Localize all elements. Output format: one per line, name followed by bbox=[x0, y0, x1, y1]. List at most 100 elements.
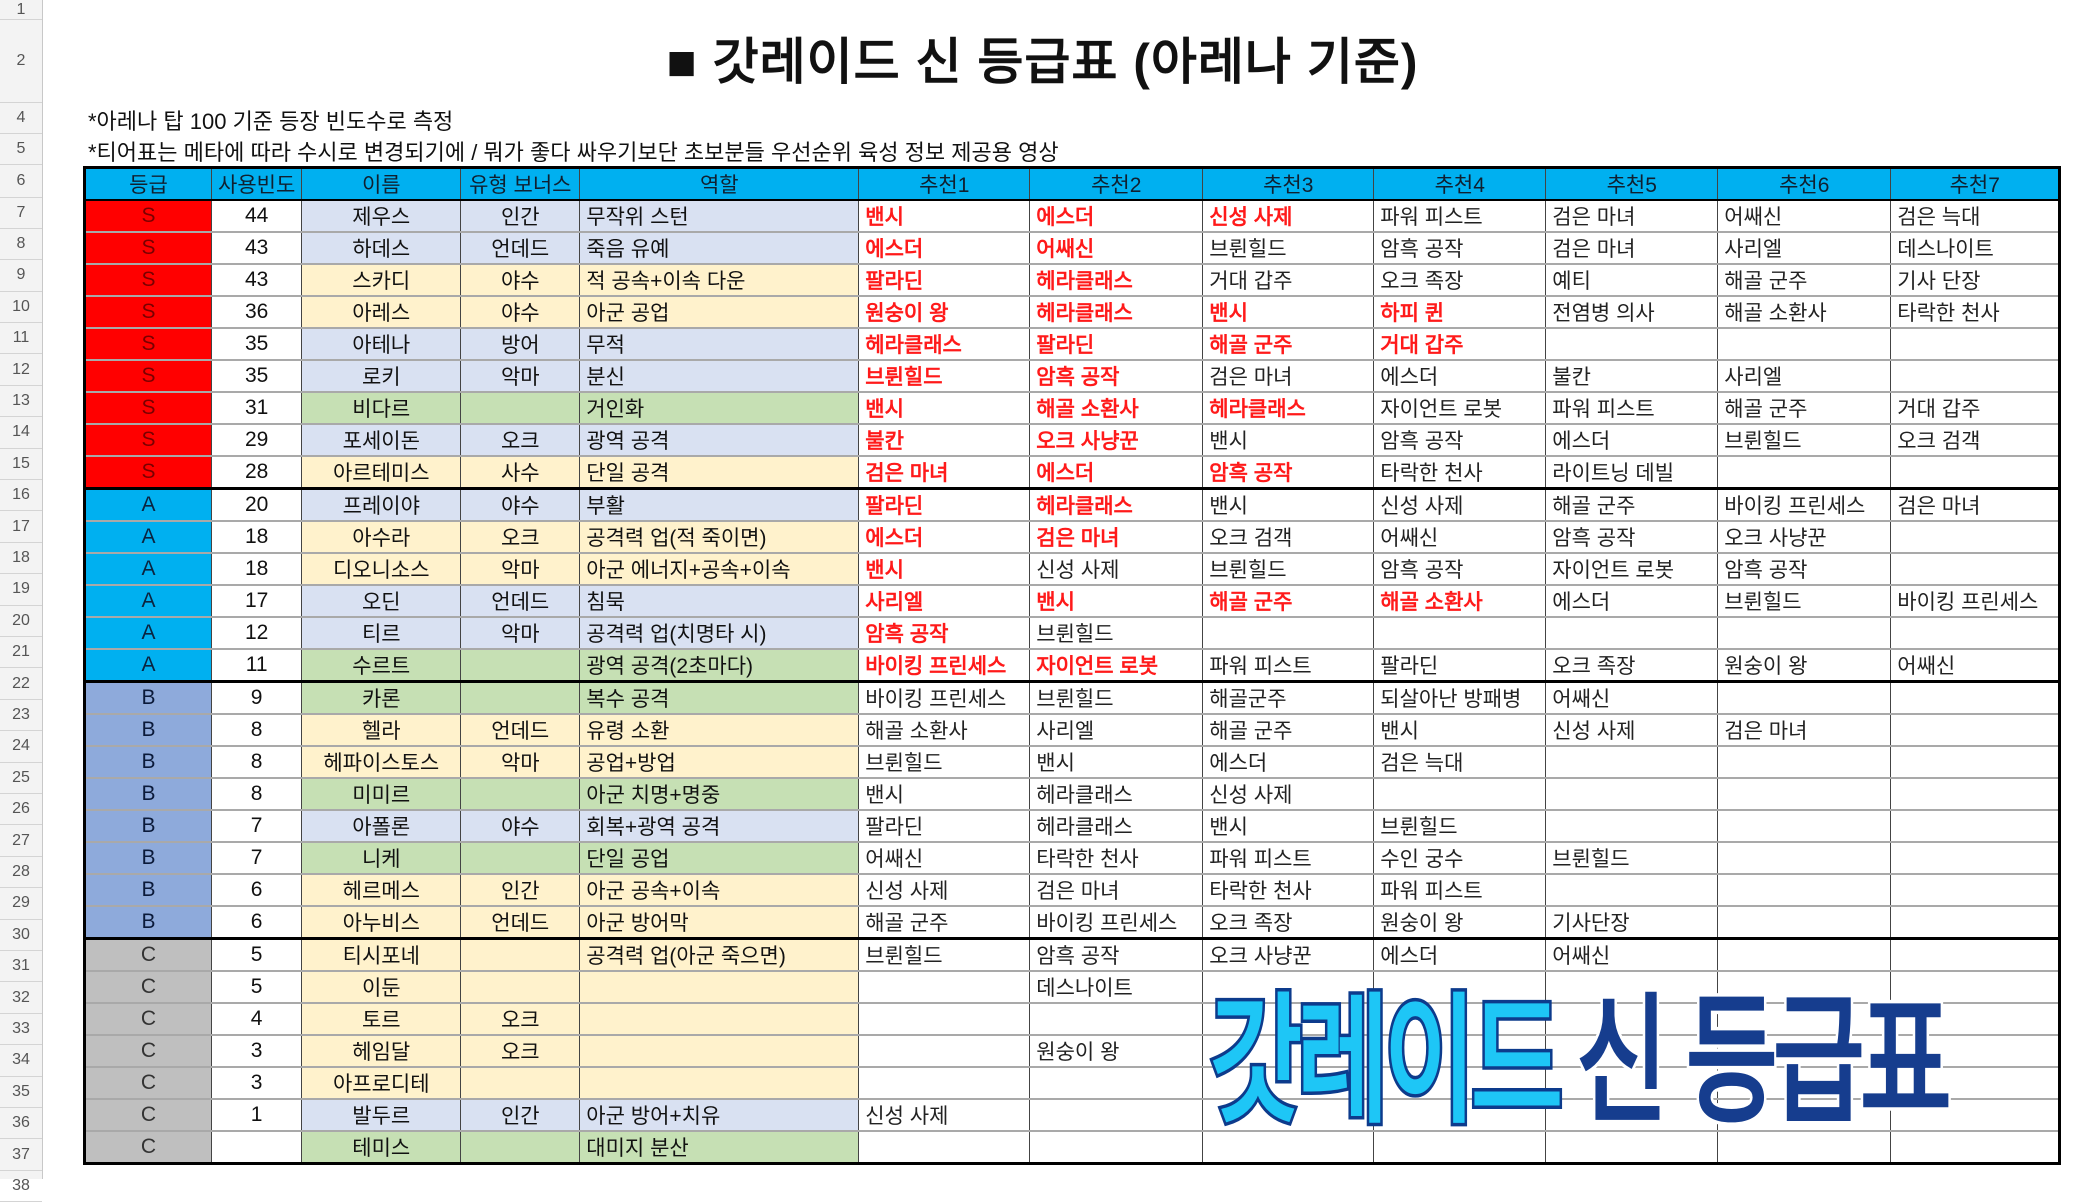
recommendation-cell[interactable] bbox=[1890, 1066, 2061, 1100]
recommendation-cell[interactable] bbox=[1717, 745, 1892, 779]
recommendation-cell[interactable] bbox=[1890, 616, 2061, 650]
recommendation-cell[interactable]: 해골 소환사 bbox=[1717, 295, 1892, 329]
recommendation-cell[interactable]: 바이킹 프린세스 bbox=[1890, 584, 2061, 618]
recommendation-cell[interactable] bbox=[1890, 713, 2061, 747]
column-header[interactable]: 이름 bbox=[301, 166, 462, 201]
role-cell[interactable]: 부활 bbox=[579, 487, 860, 522]
frequency-cell[interactable]: 8 bbox=[210, 777, 303, 811]
recommendation-cell[interactable]: 팔라딘 bbox=[858, 263, 1031, 297]
grade-cell[interactable]: A bbox=[84, 616, 212, 650]
recommendation-cell[interactable]: 오크 검객 bbox=[1890, 423, 2061, 457]
recommendation-cell[interactable]: 브륀힐드 bbox=[1029, 680, 1204, 715]
recommendation-cell[interactable]: 원숭이 왕 bbox=[1373, 905, 1547, 940]
recommendation-cell[interactable]: 파워 피스트 bbox=[1373, 873, 1547, 907]
recommendation-cell[interactable]: 사리엘 bbox=[1717, 359, 1892, 393]
frequency-cell[interactable]: 31 bbox=[210, 391, 303, 425]
name-cell[interactable]: 이둔 bbox=[301, 970, 462, 1004]
recommendation-cell[interactable] bbox=[1717, 455, 1892, 490]
role-cell[interactable]: 무작위 스턴 bbox=[579, 199, 860, 233]
recommendation-cell[interactable] bbox=[858, 1002, 1031, 1036]
recommendation-cell[interactable] bbox=[1717, 905, 1892, 940]
frequency-cell[interactable]: 8 bbox=[210, 745, 303, 779]
recommendation-cell[interactable]: 되살아난 방패병 bbox=[1373, 680, 1547, 715]
recommendation-cell[interactable]: 어쌔신 bbox=[1890, 648, 2061, 683]
row-number[interactable]: 25 bbox=[0, 763, 42, 795]
recommendation-cell[interactable]: 오크 사냥꾼 bbox=[1029, 423, 1204, 457]
recommendation-cell[interactable]: 신성 사제 bbox=[1373, 487, 1547, 522]
recommendation-cell[interactable]: 해골 군주 bbox=[858, 905, 1031, 940]
recommendation-cell[interactable]: 밴시 bbox=[1029, 584, 1204, 618]
grade-cell[interactable]: S bbox=[84, 295, 212, 329]
grade-cell[interactable]: A bbox=[84, 584, 212, 618]
recommendation-cell[interactable]: 에스더 bbox=[1545, 423, 1719, 457]
row-number[interactable]: 23 bbox=[0, 700, 42, 732]
recommendation-cell[interactable]: 오크 족장 bbox=[1373, 263, 1547, 297]
recommendation-cell[interactable]: 파워 피스트 bbox=[1202, 648, 1375, 683]
role-cell[interactable]: 아군 방어막 bbox=[579, 905, 860, 940]
role-cell[interactable]: 공격력 업(아군 죽으면) bbox=[579, 937, 860, 972]
recommendation-cell[interactable] bbox=[1890, 970, 2061, 1004]
column-header[interactable]: 등급 bbox=[84, 166, 212, 201]
grade-cell[interactable]: S bbox=[84, 199, 212, 233]
frequency-cell[interactable]: 43 bbox=[210, 263, 303, 297]
recommendation-cell[interactable] bbox=[1545, 1130, 1719, 1165]
recommendation-cell[interactable] bbox=[1890, 1098, 2061, 1132]
recommendation-cell[interactable]: 암흑 공작 bbox=[1717, 552, 1892, 586]
recommendation-cell[interactable]: 브륀힐드 bbox=[1029, 616, 1204, 650]
role-cell[interactable]: 대미지 분산 bbox=[579, 1130, 860, 1165]
frequency-cell[interactable]: 3 bbox=[210, 1034, 303, 1068]
type-bonus-cell[interactable]: 오크 bbox=[460, 423, 581, 457]
row-number[interactable]: 4 bbox=[0, 103, 42, 134]
recommendation-cell[interactable]: 원숭이 왕 bbox=[1717, 648, 1892, 683]
recommendation-cell[interactable]: 거대 갑주 bbox=[1373, 327, 1547, 361]
grade-cell[interactable]: C bbox=[84, 1130, 212, 1165]
recommendation-cell[interactable] bbox=[1545, 745, 1719, 779]
grade-cell[interactable]: C bbox=[84, 1098, 212, 1132]
recommendation-cell[interactable]: 해골 군주 bbox=[1717, 263, 1892, 297]
recommendation-cell[interactable] bbox=[1890, 1002, 2061, 1036]
recommendation-cell[interactable]: 바이킹 프린세스 bbox=[1717, 487, 1892, 522]
recommendation-cell[interactable]: 파워 피스트 bbox=[1545, 391, 1719, 425]
name-cell[interactable]: 프레이야 bbox=[301, 487, 462, 522]
recommendation-cell[interactable] bbox=[1717, 873, 1892, 907]
name-cell[interactable]: 로키 bbox=[301, 359, 462, 393]
recommendation-cell[interactable]: 에스더 bbox=[1029, 455, 1204, 490]
recommendation-cell[interactable] bbox=[1717, 680, 1892, 715]
recommendation-cell[interactable]: 바이킹 프린세스 bbox=[858, 680, 1031, 715]
role-cell[interactable]: 아군 공속+이속 bbox=[579, 873, 860, 907]
type-bonus-cell[interactable]: 야수 bbox=[460, 809, 581, 843]
recommendation-cell[interactable]: 오크 사냥꾼 bbox=[1202, 937, 1375, 972]
name-cell[interactable]: 제우스 bbox=[301, 199, 462, 233]
type-bonus-cell[interactable]: 언데드 bbox=[460, 584, 581, 618]
row-number[interactable]: 2 bbox=[0, 20, 42, 103]
row-number[interactable]: 6 bbox=[0, 165, 42, 198]
recommendation-cell[interactable]: 타락한 천사 bbox=[1373, 455, 1547, 490]
role-cell[interactable]: 무적 bbox=[579, 327, 860, 361]
role-cell[interactable]: 침묵 bbox=[579, 584, 860, 618]
recommendation-cell[interactable] bbox=[1373, 1098, 1547, 1132]
type-bonus-cell[interactable]: 방어 bbox=[460, 327, 581, 361]
grade-cell[interactable]: A bbox=[84, 487, 212, 522]
grade-cell[interactable]: B bbox=[84, 777, 212, 811]
recommendation-cell[interactable]: 데스나이트 bbox=[1029, 970, 1204, 1004]
role-cell[interactable]: 분신 bbox=[579, 359, 860, 393]
role-cell[interactable]: 아군 공업 bbox=[579, 295, 860, 329]
recommendation-cell[interactable]: 암흑 공작 bbox=[858, 616, 1031, 650]
role-cell[interactable] bbox=[579, 1002, 860, 1036]
recommendation-cell[interactable] bbox=[1890, 841, 2061, 875]
frequency-cell[interactable]: 6 bbox=[210, 873, 303, 907]
recommendation-cell[interactable] bbox=[1029, 1002, 1204, 1036]
recommendation-cell[interactable]: 밴시 bbox=[1029, 745, 1204, 779]
type-bonus-cell[interactable]: 언데드 bbox=[460, 231, 581, 265]
recommendation-cell[interactable]: 에스더 bbox=[1545, 584, 1719, 618]
recommendation-cell[interactable]: 어쌔신 bbox=[1545, 680, 1719, 715]
recommendation-cell[interactable] bbox=[1545, 327, 1719, 361]
recommendation-cell[interactable]: 불칸 bbox=[1545, 359, 1719, 393]
frequency-cell[interactable]: 35 bbox=[210, 327, 303, 361]
recommendation-cell[interactable] bbox=[858, 1034, 1031, 1068]
recommendation-cell[interactable] bbox=[1202, 1002, 1375, 1036]
frequency-cell[interactable]: 4 bbox=[210, 1002, 303, 1036]
recommendation-cell[interactable]: 검은 마녀 bbox=[1029, 520, 1204, 554]
row-number[interactable]: 22 bbox=[0, 669, 42, 700]
frequency-cell[interactable]: 36 bbox=[210, 295, 303, 329]
